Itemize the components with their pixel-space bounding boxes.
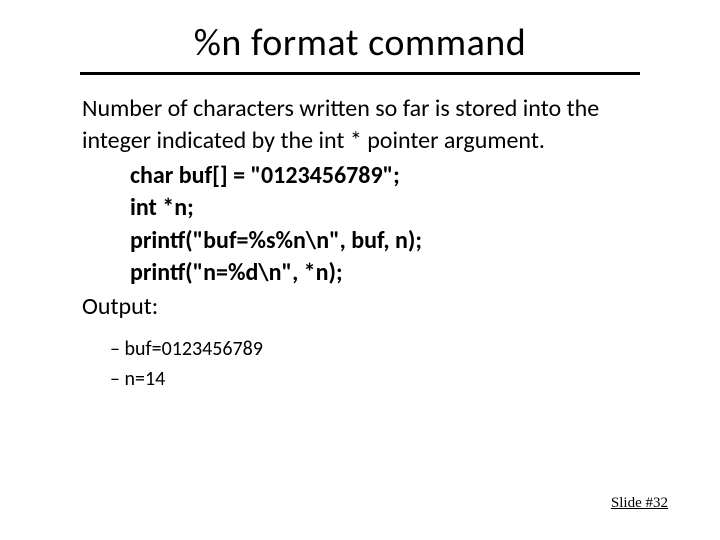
output-label: Output: xyxy=(82,291,650,323)
output-item-2: n=14 xyxy=(110,364,670,394)
title-divider xyxy=(80,72,640,75)
description-paragraph: Number of characters written so far is s… xyxy=(82,93,650,158)
code-line-2: int *n; xyxy=(130,192,650,224)
output-item-1: buf=0123456789 xyxy=(110,334,670,364)
slide-title: %n format command xyxy=(50,20,670,66)
code-line-4: printf("n=%d\n", *n); xyxy=(130,257,650,289)
output-list: buf=0123456789 n=14 xyxy=(110,334,670,394)
slide-number: Slide #32 xyxy=(611,495,668,512)
code-line-1: char buf[] = "0123456789"; xyxy=(130,160,650,192)
body-content: Number of characters written so far is s… xyxy=(82,93,650,324)
slide-container: %n format command Number of characters w… xyxy=(0,0,720,540)
code-line-3: printf("buf=%s%n\n", buf, n); xyxy=(130,225,650,257)
